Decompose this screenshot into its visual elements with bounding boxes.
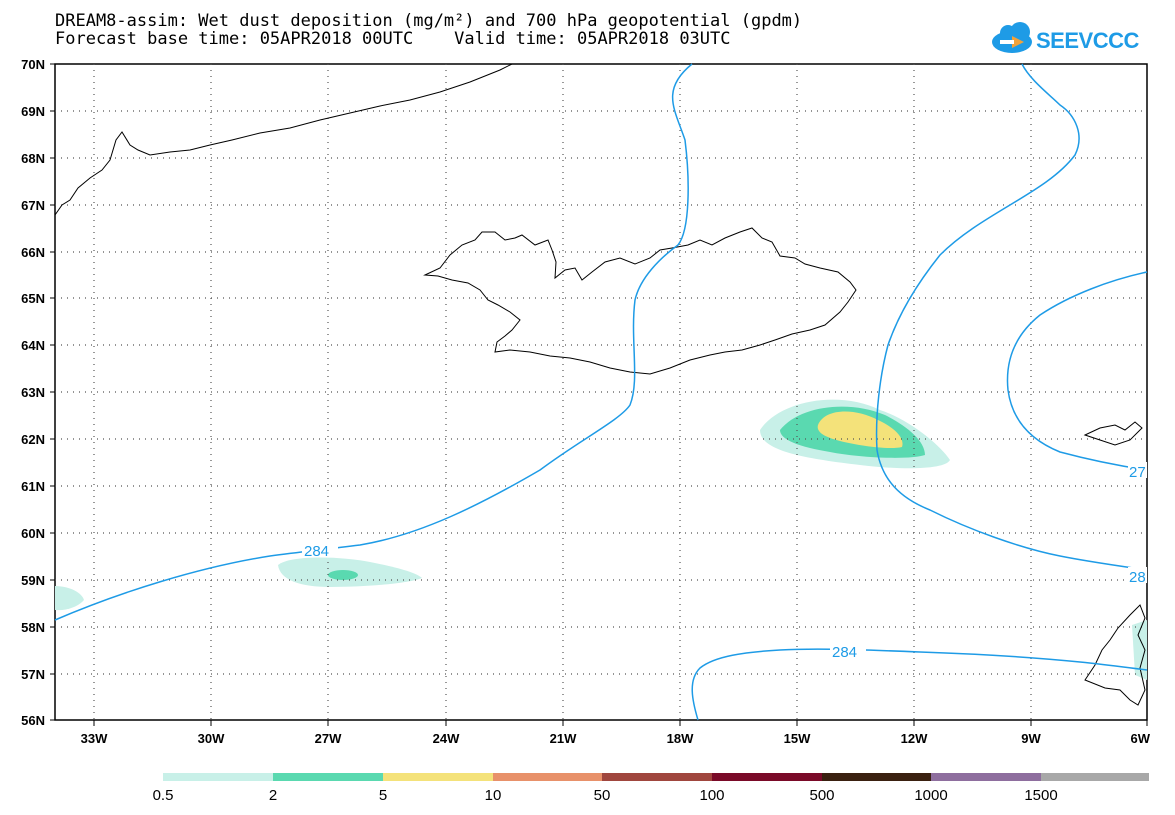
dust-deposition-layer [55,399,1147,680]
contour-east [1006,271,1148,471]
map-subtitle: Forecast base time: 05APR2018 00UTC Vali… [55,29,731,49]
lat-label: 70N [21,57,45,72]
legend-label: 10 [485,787,502,804]
dust-area-5 [817,411,903,449]
legend-swatch [602,773,712,781]
legend-swatch [493,773,602,781]
legend-swatch [1041,773,1149,781]
dust-area-0.5 [55,586,84,611]
axis-ticks [50,63,1148,726]
legend-swatch [822,773,931,781]
contour-284-southwest [54,63,693,621]
contour-label: 284 [832,644,857,661]
cloud-icon [992,22,1032,53]
coastlines [54,63,1146,706]
geopotential-contours [54,63,1148,721]
lon-label: 30W [198,731,225,746]
lat-label: 58N [21,620,45,635]
lon-label: 12W [901,731,928,746]
legend-label: 1500 [1024,787,1057,804]
legend-label: 5 [379,787,387,804]
lat-label: 56N [21,713,45,728]
contour-center [875,63,1148,571]
greenland-coast [54,63,513,216]
lat-label: 67N [21,198,45,213]
legend-label: 2 [269,787,277,804]
latitude-labels: 70N 69N 68N 67N 66N 65N 64N 63N 62N 61N … [21,57,45,728]
lat-label: 64N [21,338,45,353]
legend-label: 500 [809,787,834,804]
legend-swatch [383,773,493,781]
legend-label: 100 [699,787,724,804]
lon-label: 24W [433,731,460,746]
legend-swatch [273,773,383,781]
scotland-coast [1084,604,1146,706]
dust-area-2 [328,570,358,580]
dust-area-0.5 [1132,620,1147,680]
longitude-labels: 33W 30W 27W 24W 21W 18W 15W 12W 9W 6W [81,731,1151,746]
lat-label: 57N [21,667,45,682]
lon-label: 33W [81,731,108,746]
lat-label: 59N [21,573,45,588]
lon-label: 27W [315,731,342,746]
lon-label: 9W [1021,731,1041,746]
logo-text: SEEVCCC [1036,28,1139,53]
lat-label: 61N [21,479,45,494]
legend-swatch [931,773,1041,781]
legend-swatch [712,773,822,781]
contour-label: 28 [1129,569,1146,586]
map-title: DREAM8-assim: Wet dust deposition (mg/m²… [55,11,803,31]
graticule [55,64,1147,720]
contour-label: 284 [304,543,329,560]
faroe-coast [1083,421,1143,446]
lat-label: 65N [21,291,45,306]
seevccc-logo: SEEVCCC [992,22,1140,53]
lon-label: 6W [1131,731,1151,746]
legend-label: 0.5 [153,787,174,804]
lat-label: 69N [21,104,45,119]
contour-284-south [691,648,1148,721]
legend-swatch [163,773,273,781]
lat-label: 60N [21,526,45,541]
lat-label: 62N [21,432,45,447]
lon-label: 18W [667,731,694,746]
contour-label: 27 [1129,464,1146,481]
legend: 0.5 2 5 10 50 100 500 1000 1500 [153,773,1149,804]
legend-label: 1000 [914,787,947,804]
lat-label: 63N [21,385,45,400]
lat-label: 68N [21,151,45,166]
lat-label: 66N [21,245,45,260]
legend-label: 50 [594,787,611,804]
lon-label: 15W [784,731,811,746]
contour-labels: 284 284 27 28 [302,462,1147,661]
iceland-coast [423,227,857,375]
lon-label: 21W [550,731,577,746]
